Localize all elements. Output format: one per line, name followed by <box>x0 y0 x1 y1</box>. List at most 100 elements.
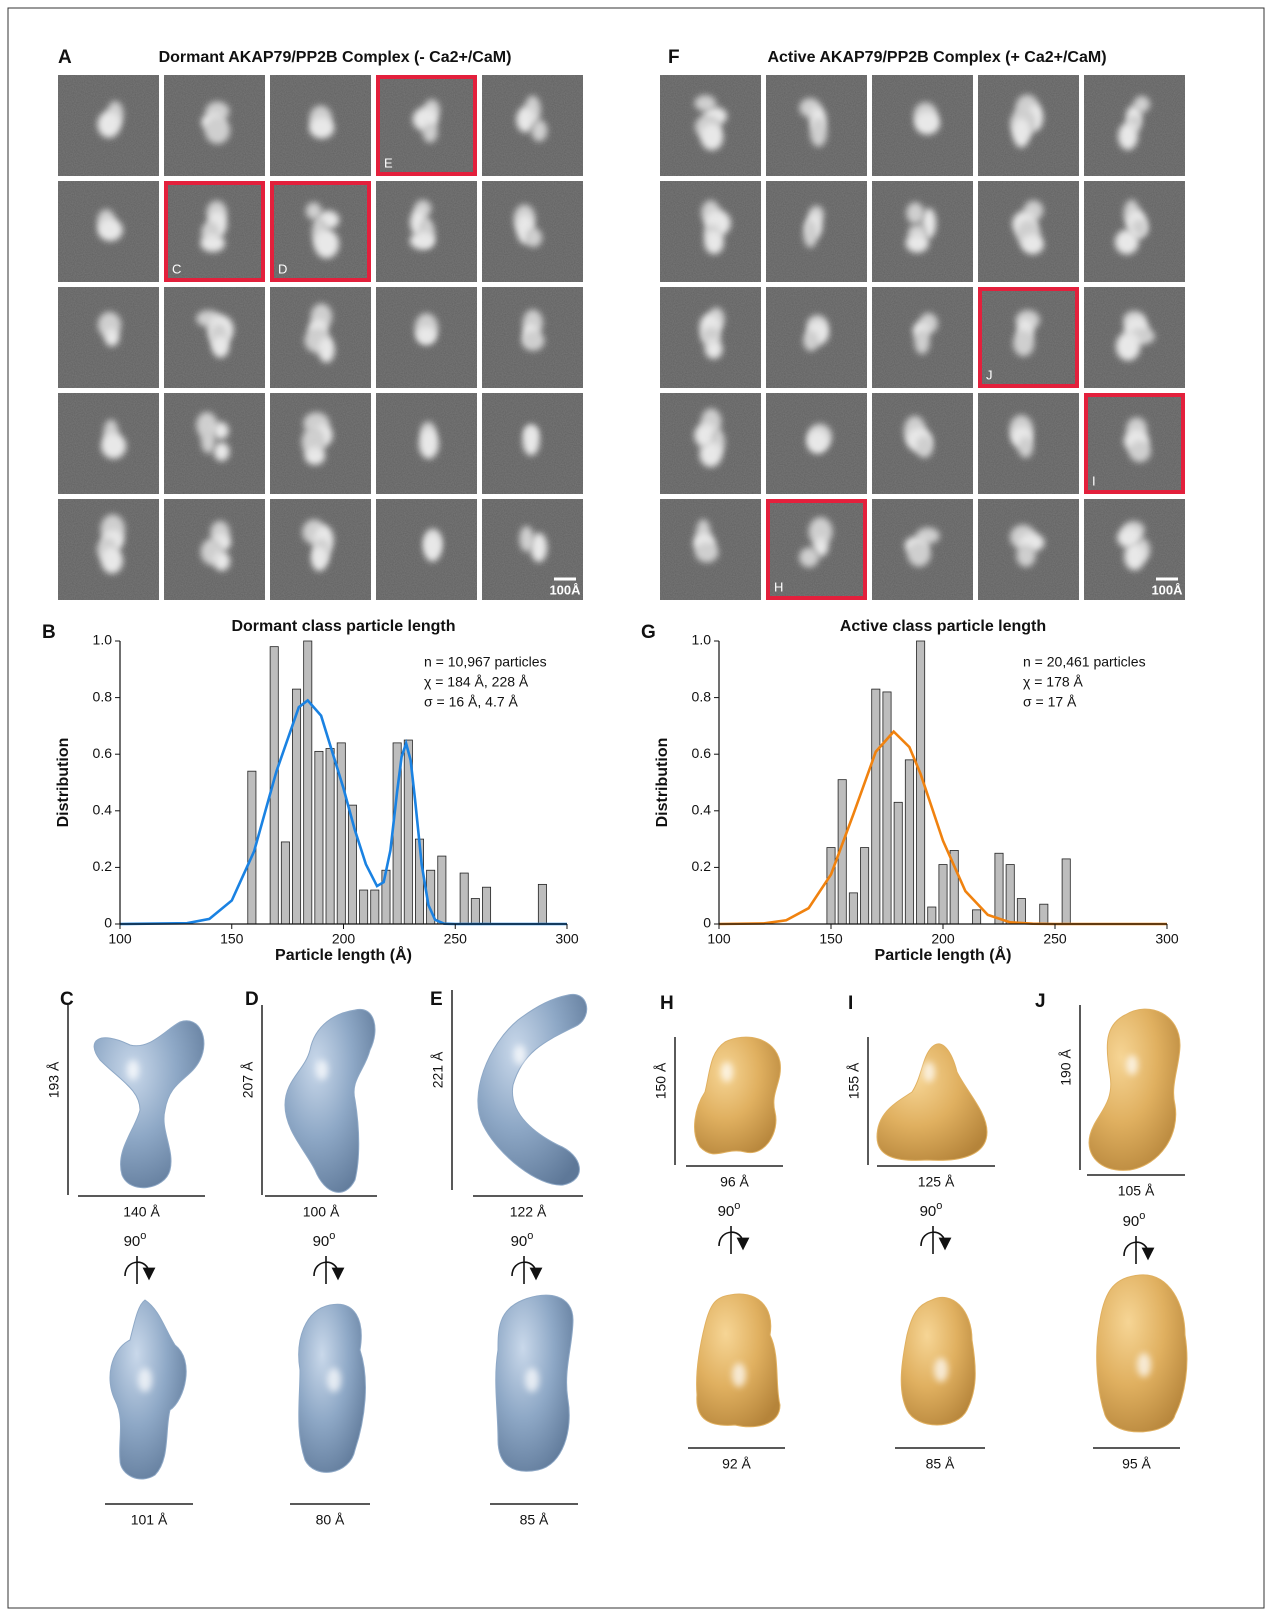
class-average <box>872 75 973 176</box>
histogram-bar <box>482 887 490 924</box>
class-average <box>376 181 477 282</box>
model-highlight <box>525 1368 539 1392</box>
model-side <box>299 1304 366 1472</box>
rotation-degree: o <box>734 1200 740 1212</box>
x-tick-label: 300 <box>1155 931 1179 947</box>
rotation-angle: 90 <box>313 1233 330 1250</box>
highlight-label: I <box>1092 473 1096 488</box>
histogram-bar <box>326 749 334 924</box>
histogram-bar <box>460 873 468 924</box>
class-average <box>376 499 477 600</box>
class-average <box>58 181 159 282</box>
height-label: 150 Å <box>653 1062 669 1099</box>
model-highlight <box>1126 1055 1138 1075</box>
rotation-degree: o <box>1139 1210 1145 1222</box>
particle <box>311 547 327 571</box>
y-tick-label: 0.8 <box>93 688 113 704</box>
y-tick-label: 0.6 <box>93 745 113 761</box>
chart-title: Active class particle length <box>840 618 1046 635</box>
particle <box>214 552 230 571</box>
panel-letter: J <box>1035 991 1046 1012</box>
particle <box>523 427 540 456</box>
rotation-degree: o <box>527 1230 533 1242</box>
x-tick-label: 150 <box>819 931 843 947</box>
panel-letter: B <box>42 622 56 643</box>
particle <box>417 326 436 344</box>
particle <box>1115 230 1139 255</box>
x-axis-label: Particle length (Å) <box>275 945 412 964</box>
x-tick-label: 100 <box>108 931 132 947</box>
model-front <box>94 1021 204 1188</box>
class-average <box>164 499 265 600</box>
stat-annotation: n = 20,461 particles <box>1023 654 1146 670</box>
particle <box>810 118 827 147</box>
particle <box>803 220 817 248</box>
particle <box>906 233 929 252</box>
class-average <box>978 393 1079 494</box>
model-front <box>877 1044 987 1161</box>
highlight-label: E <box>384 155 393 170</box>
side-width-label: 95 Å <box>1122 1456 1151 1472</box>
particle <box>213 422 229 439</box>
width-label: 140 Å <box>123 1204 160 1220</box>
histogram-bar <box>827 848 835 924</box>
particle <box>1018 437 1033 458</box>
model-highlight <box>732 1363 746 1387</box>
x-tick-label: 200 <box>931 931 955 947</box>
scale-bar-label: 100Å <box>1151 582 1183 597</box>
class-average: 100Å <box>482 499 583 600</box>
panel-title: Dormant AKAP79/PP2B Complex (- Ca2+/CaM) <box>159 49 512 66</box>
side-width-label: 92 Å <box>722 1456 751 1472</box>
class-average <box>1084 287 1185 388</box>
x-axis-label: Particle length (Å) <box>875 945 1012 964</box>
y-tick-label: 0.2 <box>93 858 113 874</box>
x-tick-label: 100 <box>707 931 731 947</box>
y-tick-label: 0 <box>104 915 112 931</box>
class-average <box>766 75 867 176</box>
particle <box>916 436 933 458</box>
rotation-angle: 90 <box>920 1203 937 1220</box>
model-side <box>697 1294 780 1427</box>
histogram-bar <box>905 760 913 924</box>
histogram-bar <box>1006 865 1014 924</box>
class-average <box>872 393 973 494</box>
class-average: E <box>376 75 477 176</box>
model-side <box>901 1297 975 1425</box>
histogram-bar <box>883 692 891 924</box>
width-label: 100 Å <box>303 1204 340 1220</box>
rotation-degree: o <box>329 1230 335 1242</box>
x-tick-label: 150 <box>220 931 244 947</box>
class-average: 100Å <box>1084 499 1185 600</box>
particle <box>705 231 724 255</box>
highlight-label: C <box>172 261 181 276</box>
panel-letter: F <box>668 47 680 68</box>
histogram-bar <box>1062 859 1070 924</box>
model-highlight <box>1137 1353 1151 1377</box>
particle <box>705 339 723 359</box>
width-label: 122 Å <box>510 1204 547 1220</box>
model-front <box>1089 1009 1180 1170</box>
class-average <box>58 393 159 494</box>
rotation-label: 90o <box>1123 1210 1146 1230</box>
particle <box>522 331 545 351</box>
particle <box>906 202 924 224</box>
x-tick-label: 300 <box>555 931 579 947</box>
class-average <box>482 75 583 176</box>
model-surface <box>697 1294 780 1427</box>
model-highlight <box>316 1060 328 1080</box>
class-average <box>766 181 867 282</box>
side-width-label: 80 Å <box>316 1512 345 1528</box>
histogram-bar <box>995 853 1003 924</box>
rotation-angle: 90 <box>511 1233 528 1250</box>
rotation-label: 90o <box>920 1200 943 1220</box>
class-average <box>660 499 761 600</box>
model-surface <box>695 1037 781 1154</box>
side-width-label: 85 Å <box>926 1456 955 1472</box>
rotation-degree: o <box>140 1230 146 1242</box>
chart-title: Dormant class particle length <box>231 618 455 635</box>
y-tick-label: 1.0 <box>93 632 113 648</box>
particle <box>799 547 819 567</box>
particle <box>212 336 229 358</box>
class-average <box>164 75 265 176</box>
histogram-bar <box>281 842 289 924</box>
